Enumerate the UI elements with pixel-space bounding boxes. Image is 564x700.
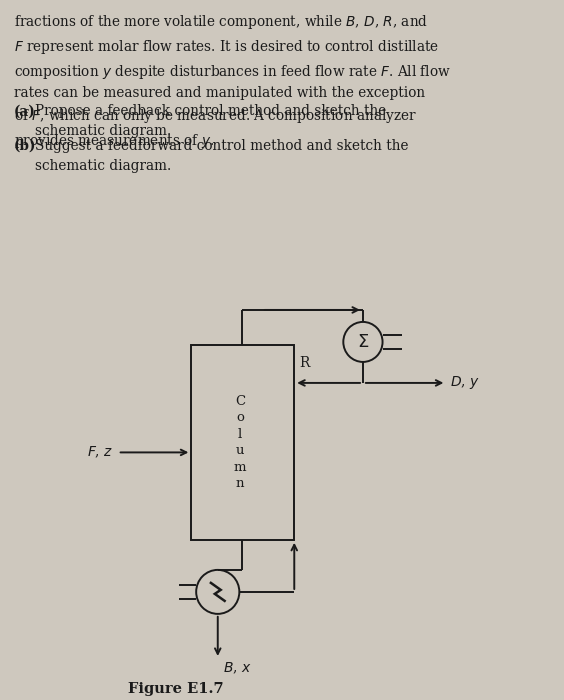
Text: $F$, $z$: $F$, $z$ xyxy=(87,444,114,460)
Text: Suggest a feedforward control method and sketch the
schematic diagram.: Suggest a feedforward control method and… xyxy=(36,139,409,173)
Text: Propose a feedback control method and sketch the
schematic diagram.: Propose a feedback control method and sk… xyxy=(36,104,386,138)
Text: fractions of the more volatile component, while $B$, $D$, $R$, and
$F$ represent: fractions of the more volatile component… xyxy=(14,13,451,150)
Text: C
o
l
u
m
n: C o l u m n xyxy=(233,395,246,490)
Text: R: R xyxy=(299,356,310,370)
Text: $D$, $y$: $D$, $y$ xyxy=(450,374,480,391)
Text: Figure E1.7: Figure E1.7 xyxy=(127,682,223,696)
Text: $B$, $x$: $B$, $x$ xyxy=(223,661,252,676)
Text: (b): (b) xyxy=(14,139,36,153)
Bar xyxy=(191,345,294,540)
Text: $\Sigma$: $\Sigma$ xyxy=(357,333,369,351)
Text: (a): (a) xyxy=(14,104,36,118)
